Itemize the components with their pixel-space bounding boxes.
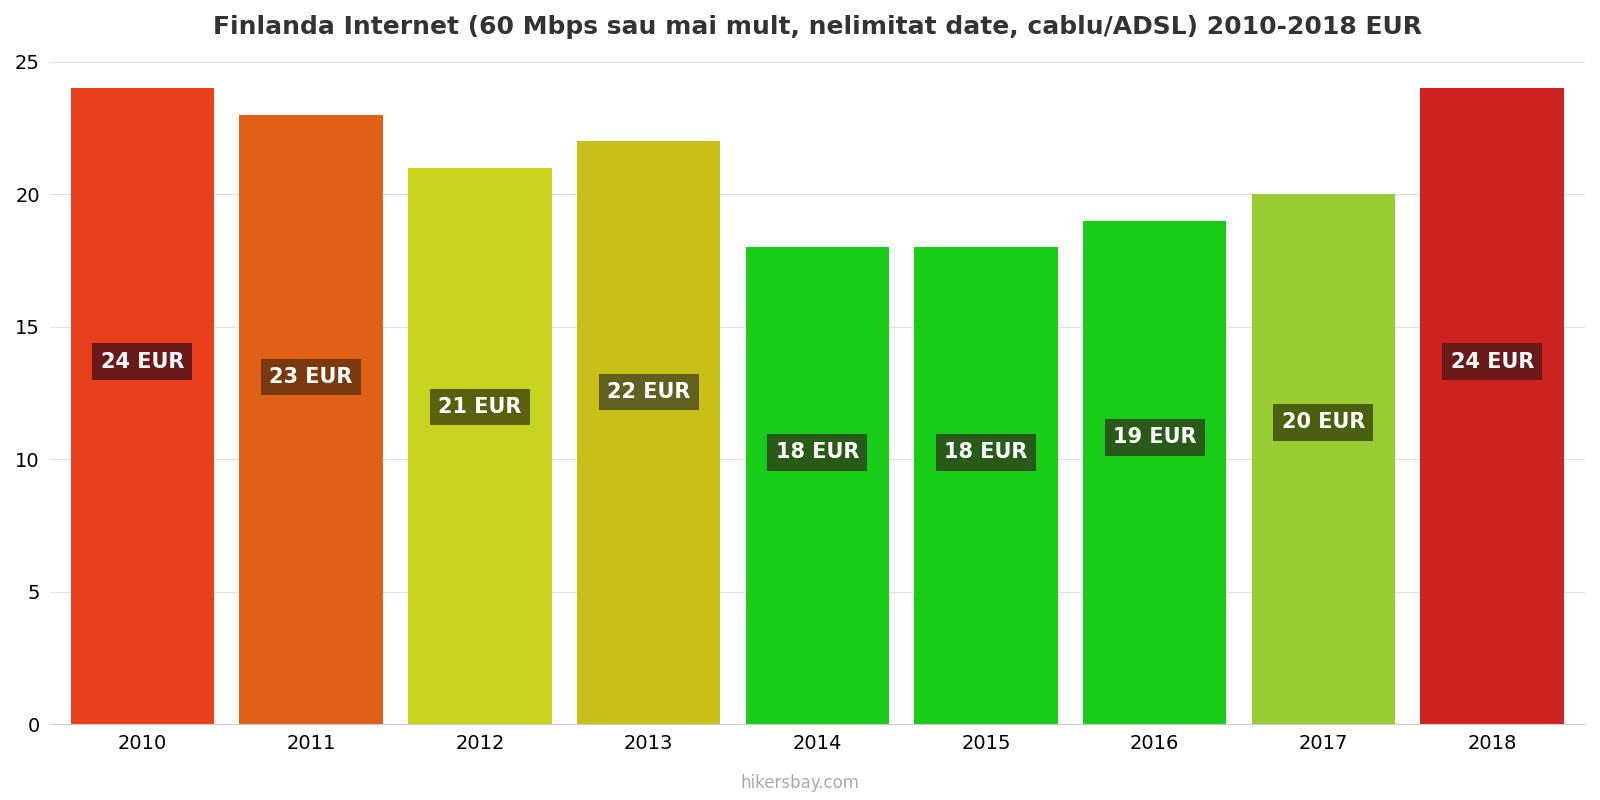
Text: hikersbay.com: hikersbay.com — [741, 774, 859, 792]
Text: 20 EUR: 20 EUR — [1282, 412, 1365, 432]
Text: 21 EUR: 21 EUR — [438, 397, 522, 417]
Text: 22 EUR: 22 EUR — [606, 382, 690, 402]
Title: Finlanda Internet (60 Mbps sau mai mult, nelimitat date, cablu/ADSL) 2010-2018 E: Finlanda Internet (60 Mbps sau mai mult,… — [213, 15, 1422, 39]
Text: 24 EUR: 24 EUR — [101, 352, 184, 372]
Bar — [1421, 88, 1563, 724]
Bar — [1083, 221, 1227, 724]
Text: 18 EUR: 18 EUR — [944, 442, 1027, 462]
Bar — [578, 142, 720, 724]
Bar — [1251, 194, 1395, 724]
Bar — [746, 247, 890, 724]
Text: 19 EUR: 19 EUR — [1114, 427, 1197, 447]
Bar — [70, 88, 214, 724]
Bar — [408, 168, 552, 724]
Text: 18 EUR: 18 EUR — [776, 442, 859, 462]
Text: 23 EUR: 23 EUR — [269, 367, 354, 387]
Bar — [240, 114, 382, 724]
Bar — [914, 247, 1058, 724]
Text: 24 EUR: 24 EUR — [1451, 352, 1534, 372]
